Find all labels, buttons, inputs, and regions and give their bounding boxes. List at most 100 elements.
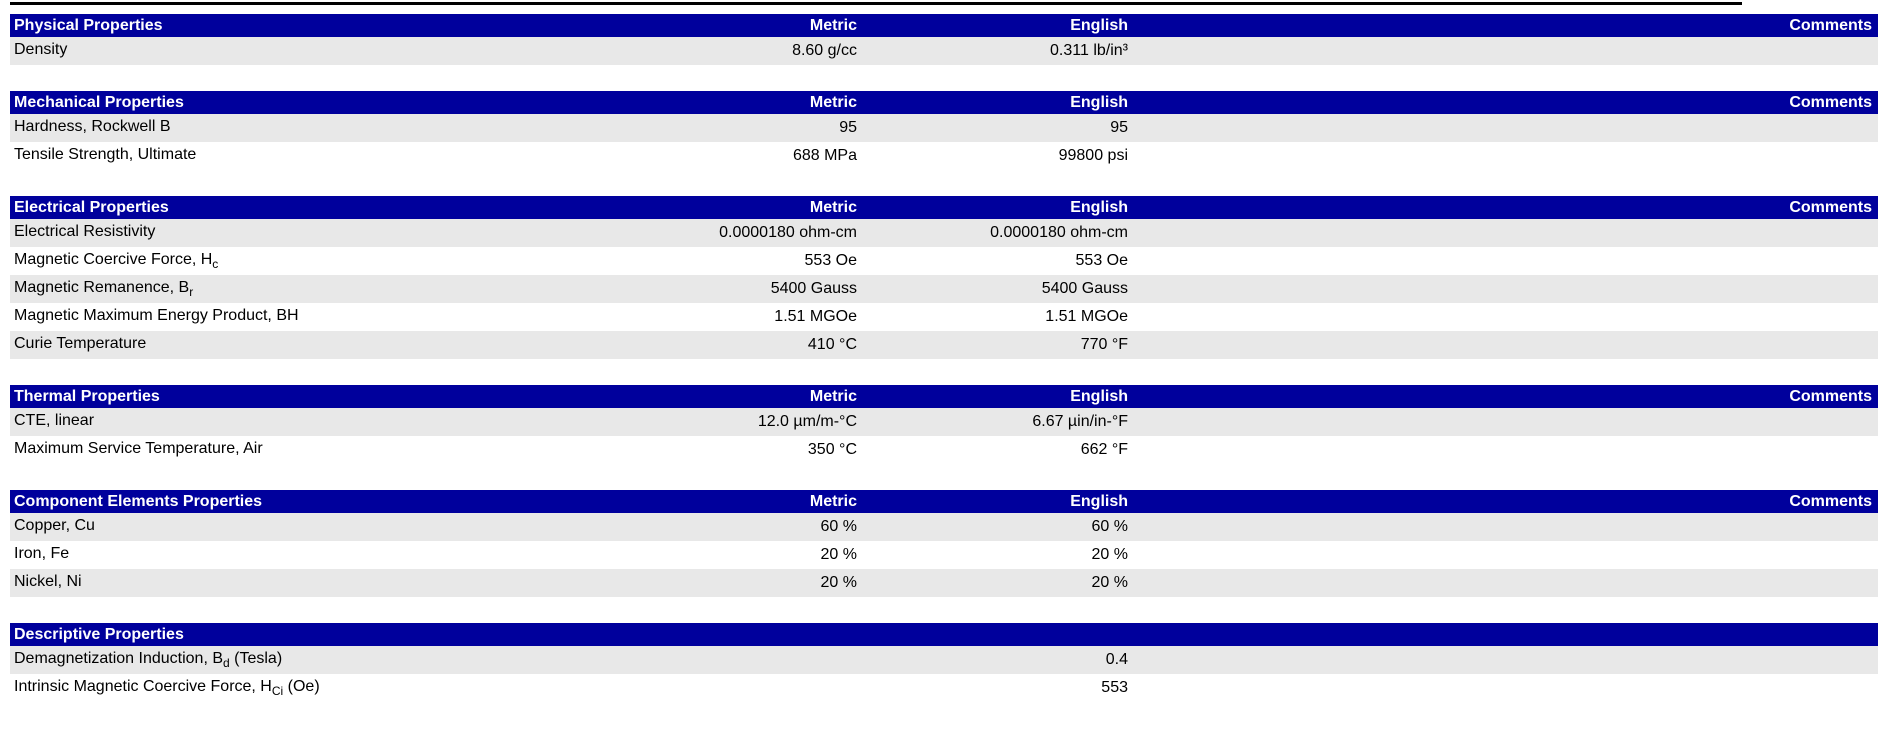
section-title: Physical Properties <box>14 16 163 34</box>
property-name-cell: Magnetic Coercive Force, Hc <box>10 251 585 271</box>
english-value-cell: 20 % <box>1091 574 1128 591</box>
property-name-text: Magnetic Coercive Force, H <box>14 250 213 268</box>
property-name-suffix: (Oe) <box>283 677 320 695</box>
english-value-cell: 6.67 µin/in-°F <box>1032 413 1128 430</box>
english-value-cell: 99800 psi <box>1058 147 1128 164</box>
column-header-comments: Comments <box>1789 93 1872 111</box>
english-value-cell: 0.0000180 ohm-cm <box>990 224 1128 241</box>
property-name-text: Hardness, Rockwell B <box>14 117 171 135</box>
property-name-cell: Intrinsic Magnetic Coercive Force, HCi (… <box>10 678 585 698</box>
property-row: Tensile Strength, Ultimate 688 MPa 99800 p… <box>10 142 1878 170</box>
section-header-bar: Electrical Properties Metric English Commen… <box>10 196 1878 219</box>
metric-value-cell: 688 MPa <box>792 147 857 164</box>
property-row: CTE, linear 12.0 µm/m-°C 6.67 µin/in-°F <box>10 408 1878 436</box>
property-row: Magnetic Coercive Force, Hc 553 Oe 553 Oe <box>10 247 1878 275</box>
property-name-cell: Electrical Resistivity <box>10 223 585 243</box>
english-value-cell: 60 % <box>1091 518 1128 535</box>
property-name-subscript: c <box>212 257 219 272</box>
property-name-subscript: Ci <box>271 684 284 699</box>
property-name-cell: Magnetic Remanence, Br <box>10 279 585 299</box>
column-header-english: English <box>1070 93 1128 111</box>
property-name-text: Maximum Service Temperature, Air <box>14 439 263 457</box>
material-properties-table: Physical Properties Metric English Comments… <box>10 14 1878 702</box>
english-value-cell: 1.51 MGOe <box>1045 308 1128 325</box>
section-title: Thermal Properties <box>14 387 160 405</box>
column-header-comments: Comments <box>1789 492 1872 510</box>
metric-value-cell: 95 <box>839 119 857 136</box>
property-name-text: Curie Temperature <box>14 334 147 352</box>
column-header-metric: Metric <box>809 93 857 111</box>
property-row: Hardness, Rockwell B 95 95 <box>10 114 1878 142</box>
metric-value-cell: 350 °C <box>807 441 857 458</box>
section-header-bar: Component Elements Properties Metric Engli… <box>10 490 1878 513</box>
property-section: Thermal Properties Metric English Comments C… <box>10 385 1878 464</box>
property-row: Electrical Resistivity 0.0000180 ohm-cm 0.… <box>10 219 1878 247</box>
property-name-text: Electrical Resistivity <box>14 222 156 240</box>
property-name-text: Density <box>14 40 68 58</box>
english-value-cell: 553 <box>1101 679 1128 696</box>
column-header-metric: Metric <box>809 387 857 405</box>
property-name-cell: Nickel, Ni <box>10 573 585 593</box>
property-section: Mechanical Properties Metric English Commen… <box>10 91 1878 170</box>
metric-value-cell: 0.0000180 ohm-cm <box>719 224 857 241</box>
property-row: Magnetic Remanence, Br 5400 Gauss 5400 Gau… <box>10 275 1878 303</box>
property-row: Curie Temperature 410 °C 770 °F <box>10 331 1878 359</box>
metric-value-cell: 12.0 µm/m-°C <box>757 413 857 430</box>
property-name-cell: Copper, Cu <box>10 517 585 537</box>
metric-value-cell: 5400 Gauss <box>770 280 857 297</box>
property-name-cell: CTE, linear <box>10 412 585 432</box>
property-name-text: Tensile Strength, Ultimate <box>14 145 197 163</box>
column-header-english: English <box>1070 198 1128 216</box>
property-name-text: Magnetic Maximum Energy Product, BH <box>14 306 299 324</box>
column-header-metric: Metric <box>809 198 857 216</box>
property-name-text: Demagnetization Induction, B <box>14 649 224 667</box>
property-row: Nickel, Ni 20 % 20 % <box>10 569 1878 597</box>
english-value-cell: 0.311 lb/in³ <box>1050 42 1128 59</box>
metric-value-cell: 410 °C <box>807 336 857 353</box>
section-title: Mechanical Properties <box>14 93 184 111</box>
english-value-cell: 770 °F <box>1080 336 1128 353</box>
metric-value-cell: 60 % <box>820 518 857 535</box>
section-title: Electrical Properties <box>14 198 169 216</box>
metric-value-cell: 1.51 MGOe <box>774 308 857 325</box>
metric-value-cell: 20 % <box>820 546 857 563</box>
property-name-text: Intrinsic Magnetic Coercive Force, H <box>14 677 272 695</box>
metric-value-cell: 8.60 g/cc <box>792 42 857 59</box>
property-name-subscript: r <box>189 285 194 300</box>
property-name-text: Iron, Fe <box>14 544 70 562</box>
metric-value-cell: 553 Oe <box>804 252 857 269</box>
property-name-cell: Iron, Fe <box>10 545 585 565</box>
english-value-cell: 662 °F <box>1080 441 1128 458</box>
section-header-bar: Physical Properties Metric English Comments <box>10 14 1878 37</box>
english-value-cell: 95 <box>1110 119 1128 136</box>
section-title: Descriptive Properties <box>14 625 184 643</box>
property-row: Intrinsic Magnetic Coercive Force, HCi (… <box>10 674 1878 702</box>
column-header-metric: Metric <box>809 492 857 510</box>
property-row: Magnetic Maximum Energy Product, BH 1.51 … <box>10 303 1878 331</box>
property-name-cell: Demagnetization Induction, Bd (Tesla) <box>10 650 585 670</box>
property-name-text: Nickel, Ni <box>14 572 82 590</box>
property-row: Copper, Cu 60 % 60 % <box>10 513 1878 541</box>
section-header-bar: Descriptive Properties <box>10 623 1878 646</box>
column-header-comments: Comments <box>1789 387 1872 405</box>
property-section: Electrical Properties Metric English Commen… <box>10 196 1878 359</box>
property-name-text: CTE, linear <box>14 411 95 429</box>
column-header-english: English <box>1070 387 1128 405</box>
metric-value-cell: 20 % <box>820 574 857 591</box>
property-name-text: Magnetic Remanence, B <box>14 278 190 296</box>
property-row: Demagnetization Induction, Bd (Tesla) 0.4 <box>10 646 1878 674</box>
top-divider-line <box>10 2 1742 5</box>
english-value-cell: 5400 Gauss <box>1041 280 1128 297</box>
property-section: Descriptive Properties Demagnetization In… <box>10 623 1878 702</box>
property-name-subscript: d <box>223 656 230 671</box>
column-header-english: English <box>1070 492 1128 510</box>
section-header-bar: Thermal Properties Metric English Comments <box>10 385 1878 408</box>
column-header-comments: Comments <box>1789 16 1872 34</box>
column-header-metric: Metric <box>809 16 857 34</box>
property-row: Maximum Service Temperature, Air 350 °C 66… <box>10 436 1878 464</box>
english-value-cell: 0.4 <box>1105 651 1128 668</box>
property-name-text: Copper, Cu <box>14 516 95 534</box>
property-row: Density 8.60 g/cc 0.311 lb/in³ <box>10 37 1878 65</box>
property-section: Physical Properties Metric English Comments… <box>10 14 1878 65</box>
english-value-cell: 20 % <box>1091 546 1128 563</box>
